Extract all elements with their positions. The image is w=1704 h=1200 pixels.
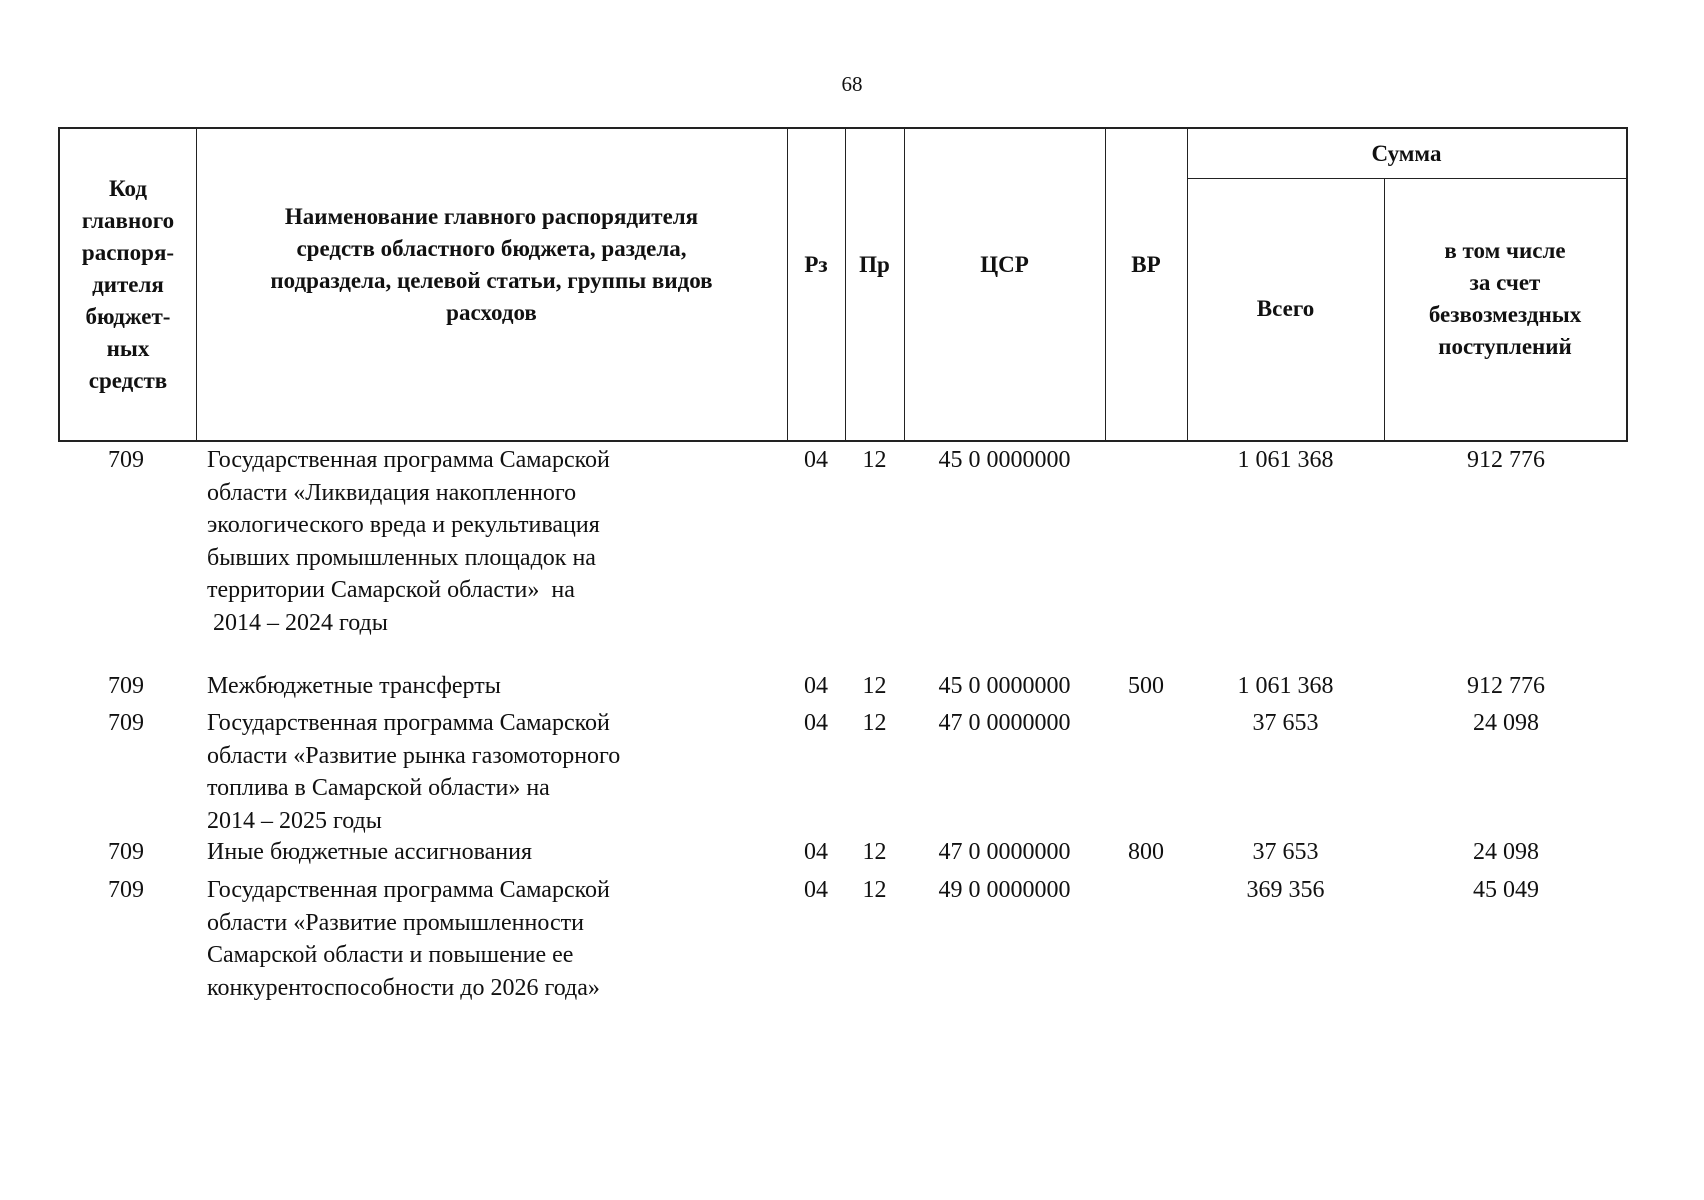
header-vr: ВР xyxy=(1131,251,1161,277)
divider xyxy=(1105,129,1106,440)
name-line: Государственная программа Самарской xyxy=(207,877,610,903)
header-sum: Сумма xyxy=(1371,140,1442,166)
name-line: бывших промышленных площадок на xyxy=(207,544,596,571)
cell-total: 37 653 xyxy=(1252,710,1319,736)
cell-name: Межбюджетные трансферты xyxy=(207,670,787,703)
name-line: 2014 – 2025 годы xyxy=(207,807,382,834)
header-line: Наименование главного распорядителя xyxy=(284,203,699,229)
header-line: в том числе xyxy=(1444,238,1566,263)
name-line: Иные бюджетные ассигнования xyxy=(207,839,532,865)
header-line: средств xyxy=(88,367,168,393)
cell-csr: 47 0 0000000 xyxy=(938,839,1071,865)
divider xyxy=(904,129,905,440)
cell-rz: 04 xyxy=(804,673,828,699)
cell-pr: 12 xyxy=(862,673,887,699)
name-line: топлива в Самарской области» на xyxy=(207,775,550,801)
name-line: экологического вреда и рекультивация xyxy=(207,512,600,538)
cell-free: 912 776 xyxy=(1467,673,1545,699)
cell-free: 912 776 xyxy=(1467,447,1545,473)
cell-rz: 04 xyxy=(804,710,828,736)
header-line: подраздела, целевой статьи, группы видов xyxy=(270,267,713,293)
cell-name: Государственная программа Самарской облас… xyxy=(207,874,787,1004)
header-line: поступлений xyxy=(1438,334,1572,359)
header-line: дителя xyxy=(92,271,164,297)
divider xyxy=(1187,178,1626,179)
cell-csr: 47 0 0000000 xyxy=(938,710,1071,736)
cell-name: Государственная программа Самарской облас… xyxy=(207,444,787,639)
divider xyxy=(1187,129,1188,440)
cell-free: 24 098 xyxy=(1473,710,1539,736)
header-total: Всего xyxy=(1256,296,1315,321)
name-line: Государственная программа Самарской xyxy=(207,447,610,473)
header-line: ных xyxy=(106,335,150,361)
cell-pr: 12 xyxy=(862,447,887,473)
cell-csr: 49 0 0000000 xyxy=(938,877,1071,903)
header-line: бюджет- xyxy=(85,303,171,329)
header-line: распоря- xyxy=(81,239,175,265)
cell-code: 709 xyxy=(108,447,144,473)
cell-pr: 12 xyxy=(862,877,887,903)
header-rz: Рз xyxy=(804,251,828,277)
cell-total: 1 061 368 xyxy=(1237,673,1334,699)
cell-pr: 12 xyxy=(862,839,887,865)
cell-csr: 45 0 0000000 xyxy=(938,673,1071,699)
header-line: главного xyxy=(81,207,175,233)
name-line: территории Самарской области» на xyxy=(207,577,575,603)
divider xyxy=(845,129,846,440)
name-line: 2014 – 2024 годы xyxy=(207,609,388,636)
cell-total: 369 356 xyxy=(1246,877,1325,903)
cell-csr: 45 0 0000000 xyxy=(938,447,1071,473)
header-line: Код xyxy=(108,175,147,201)
cell-total: 37 653 xyxy=(1252,839,1319,865)
name-line: Межбюджетные трансферты xyxy=(207,673,501,699)
divider xyxy=(787,129,788,440)
table-header: Код главного распоря-дителя бюджет-ных средс… xyxy=(58,127,1628,442)
name-line: Самарской области и повышение ее xyxy=(207,942,574,968)
cell-free: 24 098 xyxy=(1473,839,1539,865)
cell-rz: 04 xyxy=(804,839,828,865)
cell-vr: 500 xyxy=(1128,673,1164,699)
cell-free: 45 049 xyxy=(1473,877,1539,903)
cell-code: 709 xyxy=(108,877,144,903)
name-line: области «Развитие рынка газомоторного xyxy=(207,742,621,769)
cell-vr: 800 xyxy=(1128,839,1164,865)
name-line: области «Развитие промышленности xyxy=(207,909,584,936)
header-line: безвозмездных xyxy=(1428,302,1582,327)
cell-code: 709 xyxy=(108,673,144,699)
header-free: в том числе за счет безвозмездных поступлен… xyxy=(1384,178,1626,420)
header-pr: Пр xyxy=(859,251,890,277)
name-line: области «Ликвидация накопленного xyxy=(207,479,577,506)
header-line: средств областного бюджета, раздела, xyxy=(296,235,687,261)
header-line: расходов xyxy=(446,299,537,325)
cell-rz: 04 xyxy=(804,447,828,473)
name-line: конкурентоспособности до 2026 года» xyxy=(207,974,600,1001)
header-csr: ЦСР xyxy=(980,251,1029,277)
cell-pr: 12 xyxy=(862,710,887,736)
cell-name: Государственная программа Самарской облас… xyxy=(207,707,787,837)
header-line: за счет xyxy=(1469,270,1541,295)
divider xyxy=(196,129,197,440)
cell-code: 709 xyxy=(108,710,144,736)
divider xyxy=(1384,178,1385,440)
header-name: Наименование главного распорядителя средс… xyxy=(196,129,787,400)
header-code: Код главного распоря-дителя бюджет-ных средс… xyxy=(60,129,196,440)
cell-name: Иные бюджетные ассигнования xyxy=(207,836,787,869)
page-number: 68 xyxy=(841,72,863,96)
cell-total: 1 061 368 xyxy=(1237,447,1334,473)
cell-rz: 04 xyxy=(804,877,828,903)
cell-code: 709 xyxy=(108,839,144,865)
name-line: Государственная программа Самарской xyxy=(207,710,610,736)
